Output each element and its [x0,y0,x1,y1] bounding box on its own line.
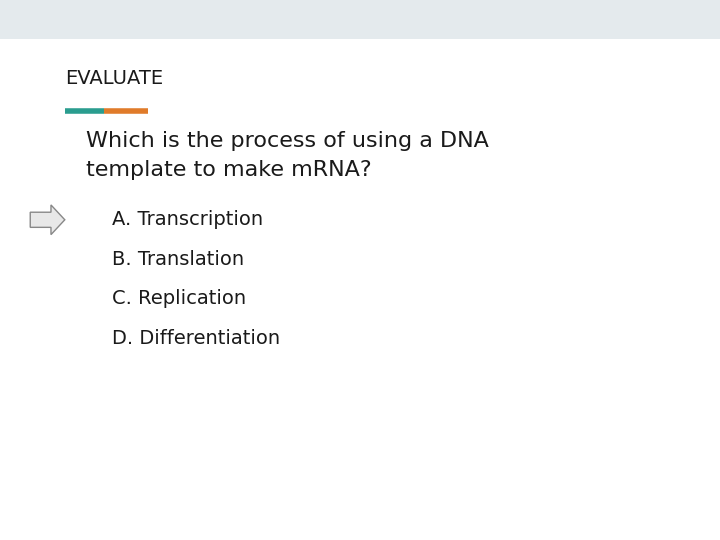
Text: B. Translation: B. Translation [112,249,244,269]
Text: Which is the process of using a DNA: Which is the process of using a DNA [86,131,490,152]
Text: A. Transcription: A. Transcription [112,210,263,230]
Polygon shape [30,205,65,234]
Text: D. Differentiation: D. Differentiation [112,328,280,348]
Text: template to make mRNA?: template to make mRNA? [86,160,372,180]
FancyBboxPatch shape [0,0,720,39]
Text: C. Replication: C. Replication [112,289,246,308]
Text: EVALUATE: EVALUATE [65,69,163,88]
